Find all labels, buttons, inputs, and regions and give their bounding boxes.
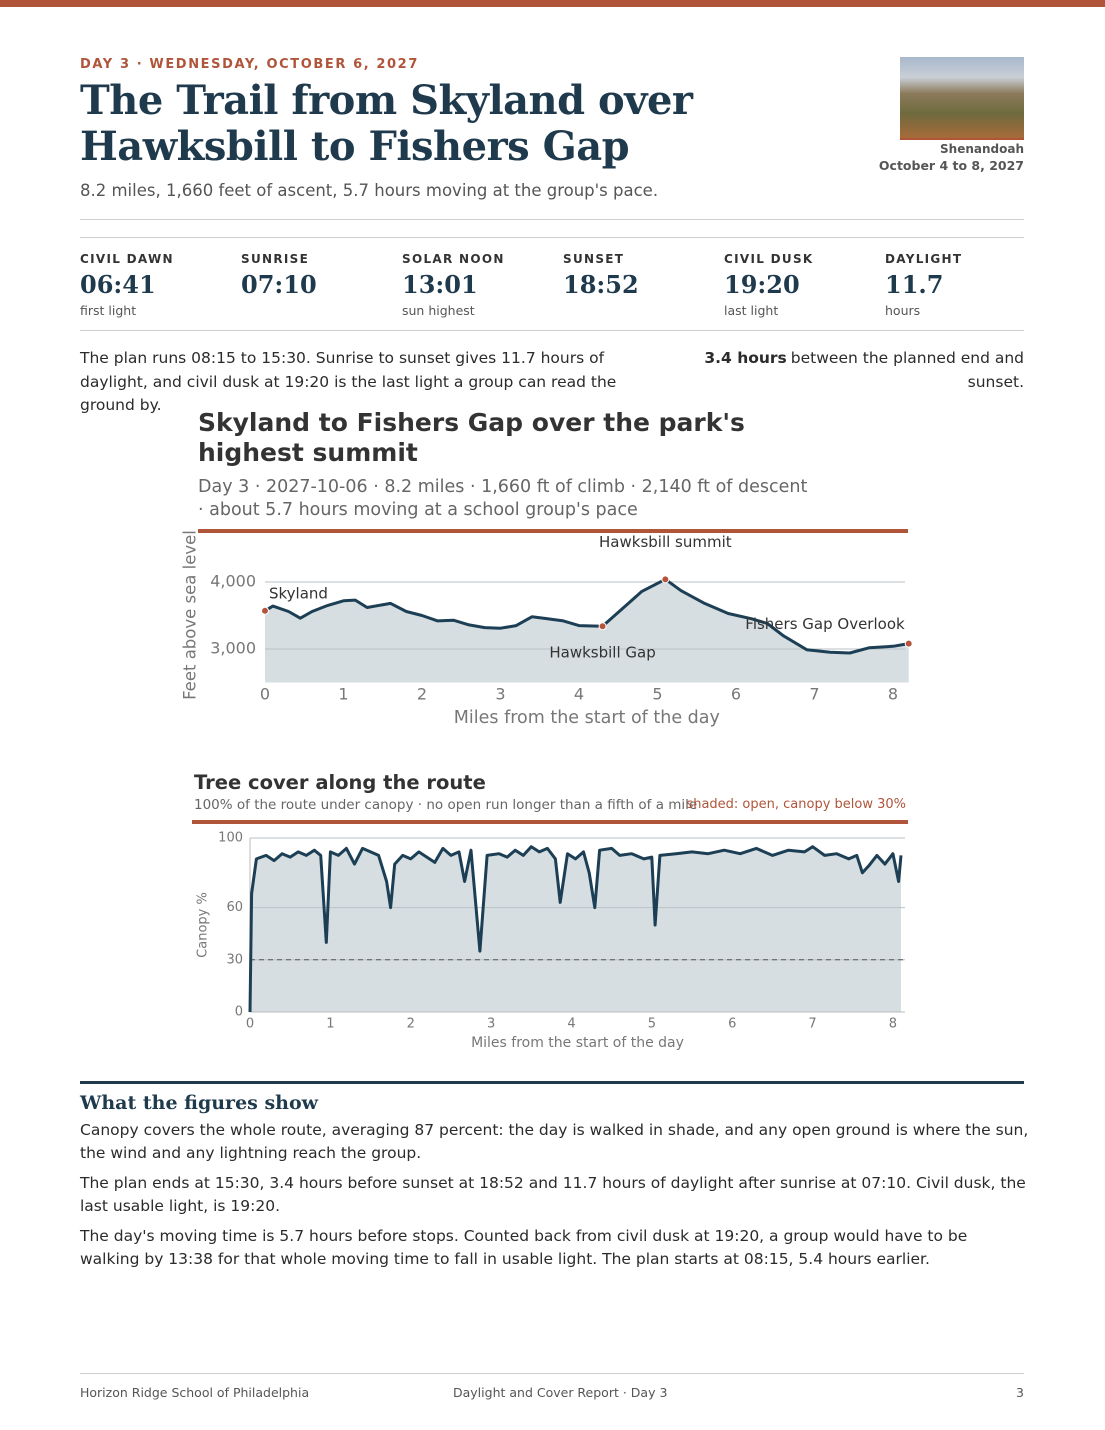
annotation-marker: [598, 622, 607, 631]
margin-strong: 3.4 hours: [704, 349, 787, 367]
annotation-marker: [904, 639, 913, 648]
stat: CIVIL DAWN 06:41 first light: [80, 252, 240, 318]
data-line: [248, 845, 903, 1013]
stat-note: sun highest: [402, 303, 475, 318]
stat-label: SOLAR NOON: [402, 252, 505, 266]
stat-value: 19:20: [724, 270, 800, 299]
eyebrow: DAY 3 · WEDNESDAY, OCTOBER 6, 2027: [80, 57, 419, 72]
y-tick-label: 60: [226, 900, 243, 915]
stat-value: 11.7: [885, 270, 944, 299]
y-tick-label: 4,000: [210, 572, 256, 591]
annotation-marker: [661, 575, 670, 584]
y-tick-label: 3,000: [210, 639, 256, 658]
footer-center: Daylight and Cover Report · Day 3: [453, 1385, 668, 1400]
rule: [80, 219, 1024, 220]
x-tick-label: 1: [326, 1017, 334, 1032]
data-line: [264, 577, 909, 655]
paragraph: The day's moving time is 5.7 hours befor…: [80, 1227, 968, 1268]
stat-label: SUNSET: [563, 252, 625, 266]
x-tick-label: 5: [652, 685, 662, 704]
stat: DAYLIGHT 11.7 hours: [885, 252, 1045, 318]
margin-text: between the planned end and sunset.: [790, 349, 1024, 391]
y-axis-label: Canopy %: [196, 892, 211, 958]
stat-value: 18:52: [563, 270, 639, 299]
stat-note: last light: [724, 303, 779, 318]
y-tick-label: 100: [218, 831, 243, 846]
stat-label: CIVIL DAWN: [80, 252, 174, 266]
rule: [80, 1373, 1024, 1374]
stat-label: DAYLIGHT: [885, 252, 963, 266]
stat-value: 13:01: [402, 270, 478, 299]
chart: 0 30 60 100 0 1 2 3 4 5 6 7 8 Miles from the start of…: [192, 820, 908, 1051]
stat-value: 06:41: [80, 270, 156, 299]
area-fill: [250, 846, 901, 1012]
section-rule: [80, 1081, 1024, 1084]
photo-caption: Shenandoah: [940, 142, 1024, 156]
stat-note: first light: [80, 303, 137, 318]
plan-text: The plan runs 08:15 to 15:30. Sunrise to…: [80, 349, 617, 414]
photo: [900, 57, 1024, 140]
x-tick-label: 0: [260, 685, 270, 704]
chart-subtitle: Day 3 · 2027-10-06 · 8.2 miles · 1,660 f…: [198, 477, 808, 520]
paragraph: Canopy covers the whole route, averaging…: [80, 1121, 1029, 1162]
stat: CIVIL DUSK 19:20 last light: [724, 252, 884, 318]
section-title: What the figures show: [80, 1092, 319, 1114]
stat: SUNRISE 07:10: [241, 252, 401, 303]
y-axis-label: Feet above sea level: [181, 530, 200, 700]
area-fill: [265, 579, 909, 683]
x-tick-label: 6: [731, 685, 741, 704]
photo-caption: October 4 to 8, 2027: [878, 158, 1024, 173]
annotation-label: Fishers Gap Overlook: [745, 615, 905, 633]
x-tick-label: 8: [889, 1017, 897, 1032]
x-axis-label: Miles from the start of the day: [471, 1035, 684, 1051]
x-tick-label: 3: [487, 1017, 495, 1032]
chart-note: shaded: open, canopy below 30%: [686, 797, 906, 812]
footer-left: Horizon Ridge School of Philadelphia: [80, 1385, 310, 1400]
x-tick-label: 3: [495, 685, 505, 704]
x-tick-label: 0: [246, 1017, 254, 1032]
paragraph: The plan ends at 15:30, 3.4 hours before…: [80, 1174, 1026, 1215]
x-tick-label: 6: [728, 1017, 736, 1032]
plan-margin: 3.4 hours between the planned end and sun…: [660, 347, 1024, 394]
x-tick-label: 5: [648, 1017, 656, 1032]
accent-rule: [198, 529, 908, 533]
x-tick-label: 1: [338, 685, 348, 704]
x-tick-label: 7: [808, 1017, 816, 1032]
x-axis-label: Miles from the start of the day: [454, 708, 720, 728]
x-tick-label: 7: [809, 685, 819, 704]
top-bar: [0, 0, 1105, 7]
chart-title: Tree cover along the route: [194, 771, 486, 794]
stat: SUNSET 18:52: [563, 252, 723, 303]
page-subtitle: 8.2 miles, 1,660 feet of ascent, 5.7 hou…: [80, 181, 659, 200]
chart: 3,000 4,000 0 1 2 3 4 5 6 7 8 Miles from the start …: [181, 529, 913, 728]
x-tick-label: 2: [417, 685, 427, 704]
rule: [80, 330, 1024, 331]
stat-value: 07:10: [241, 270, 317, 299]
stat-note: hours: [885, 303, 921, 318]
rule: [80, 237, 1024, 238]
x-tick-label: 2: [407, 1017, 415, 1032]
stat-label: SUNRISE: [241, 252, 310, 266]
y-tick-label: 0: [235, 1005, 243, 1020]
y-tick-label: 30: [226, 952, 243, 967]
footer-page: 3: [1016, 1385, 1024, 1400]
page-title: The Trail from Skyland over Hawksbill to…: [80, 77, 693, 170]
chart-title: Skyland to Fishers Gap over the park's h…: [198, 408, 745, 467]
annotation-label: Hawksbill summit: [599, 533, 732, 551]
annotation-label: Hawksbill Gap: [549, 644, 655, 662]
annotation-label: Skyland: [269, 584, 328, 602]
accent-rule: [192, 820, 908, 824]
chart-subtitle: 100% of the route under canopy · no open…: [194, 797, 698, 813]
annotation-marker: [261, 606, 269, 615]
stat-label: CIVIL DUSK: [724, 252, 814, 266]
x-tick-label: 4: [574, 685, 584, 704]
x-tick-label: 8: [888, 685, 898, 704]
x-tick-label: 4: [567, 1017, 575, 1032]
stat: SOLAR NOON 13:01 sun highest: [402, 252, 562, 318]
